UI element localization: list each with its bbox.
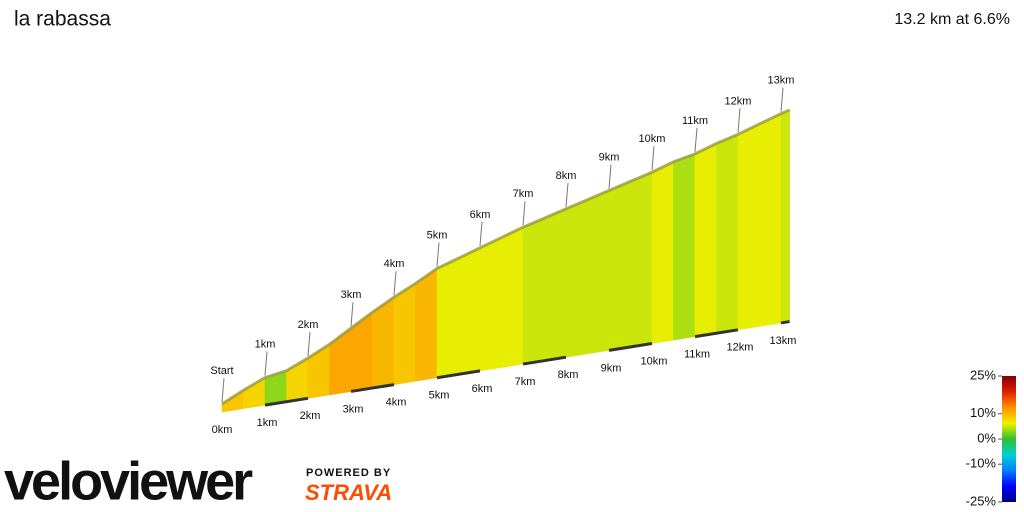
km-marker — [694, 127, 698, 152]
gradient-segment — [479, 237, 502, 372]
km-label: 6km — [470, 209, 491, 221]
powered-by: POWERED BY — [306, 467, 391, 479]
km-label: 13km — [768, 75, 795, 87]
x-tick-label: 12km — [727, 342, 754, 354]
gradient-segment — [737, 123, 760, 331]
km-marker — [436, 242, 440, 267]
x-tick-label: 0km — [212, 424, 233, 436]
strava-logo: STRAVA — [305, 480, 392, 505]
base-band — [780, 320, 790, 325]
km-marker — [608, 164, 612, 189]
base-band — [264, 396, 309, 407]
km-marker — [780, 87, 784, 112]
chart-subtitle: 13.2 km at 6.6% — [894, 11, 1010, 28]
x-tick-label: 7km — [515, 376, 536, 388]
km-label: 3km — [341, 289, 362, 301]
km-marker — [651, 146, 655, 171]
colorbar-label: -25% — [966, 493, 997, 508]
km-label: 10km — [639, 133, 666, 145]
x-tick-label: 10km — [641, 355, 668, 367]
profile-outline — [221, 108, 791, 406]
gradient-segment — [651, 161, 674, 344]
gradient-segment — [544, 208, 567, 361]
gradient-segment — [587, 190, 610, 355]
base-band — [694, 328, 739, 339]
km-label: Start — [210, 365, 233, 377]
colorbar-label: 25% — [970, 367, 996, 382]
km-label: 9km — [599, 151, 620, 163]
x-tick-label: 9km — [601, 362, 622, 374]
km-marker — [264, 351, 268, 376]
gradient-segment — [329, 327, 352, 396]
km-marker — [307, 332, 311, 357]
km-label: 4km — [384, 258, 405, 270]
km-label: 2km — [298, 319, 319, 331]
gradient-segment — [415, 267, 438, 382]
gradient-segment — [458, 247, 481, 375]
gradient-segment — [673, 153, 696, 341]
gradient-segment — [393, 282, 416, 385]
km-label: 7km — [513, 188, 534, 200]
gradient-segment — [522, 217, 545, 365]
x-tick-label: 6km — [472, 383, 493, 395]
base-band — [350, 383, 395, 393]
x-tick-label: 5km — [429, 390, 450, 402]
gradient-segment — [608, 180, 631, 351]
x-tick-label: 13km — [770, 335, 797, 347]
base-band — [608, 342, 653, 352]
km-label: 11km — [682, 115, 708, 127]
km-marker — [221, 377, 225, 403]
colorbar-label: -10% — [966, 456, 997, 471]
km-marker — [565, 182, 569, 207]
base-band — [436, 369, 481, 380]
base-band — [522, 355, 567, 366]
km-label: 1km — [255, 339, 276, 351]
km-label: 12km — [725, 95, 752, 107]
km-marker — [737, 108, 741, 133]
x-tick-label: 8km — [558, 369, 579, 381]
chart-title: la rabassa — [14, 8, 111, 31]
km-marker — [479, 221, 483, 246]
gradient-segment — [630, 171, 653, 348]
x-tick-label: 11km — [684, 349, 710, 361]
logo: veloviewer — [4, 451, 253, 511]
gradient-segment — [436, 257, 459, 379]
colorbar-label: 0% — [977, 430, 996, 445]
km-marker — [522, 201, 526, 226]
gradient-segment — [501, 226, 524, 368]
x-tick-label: 4km — [386, 397, 407, 409]
colorbar-label: 10% — [970, 405, 996, 420]
gradient-segment — [780, 109, 790, 324]
km-marker — [393, 271, 397, 296]
km-label: 5km — [427, 229, 448, 241]
km-label: 8km — [556, 170, 577, 182]
gradient-segment — [694, 143, 717, 338]
gradient-segment — [565, 199, 588, 358]
colorbar — [1002, 376, 1016, 502]
gradient-segment — [716, 133, 739, 334]
x-tick-label: 2km — [300, 410, 321, 422]
gradient-segment — [759, 113, 782, 327]
x-tick-label: 3km — [343, 403, 364, 415]
km-marker — [350, 302, 354, 327]
x-tick-label: 1km — [257, 417, 278, 429]
